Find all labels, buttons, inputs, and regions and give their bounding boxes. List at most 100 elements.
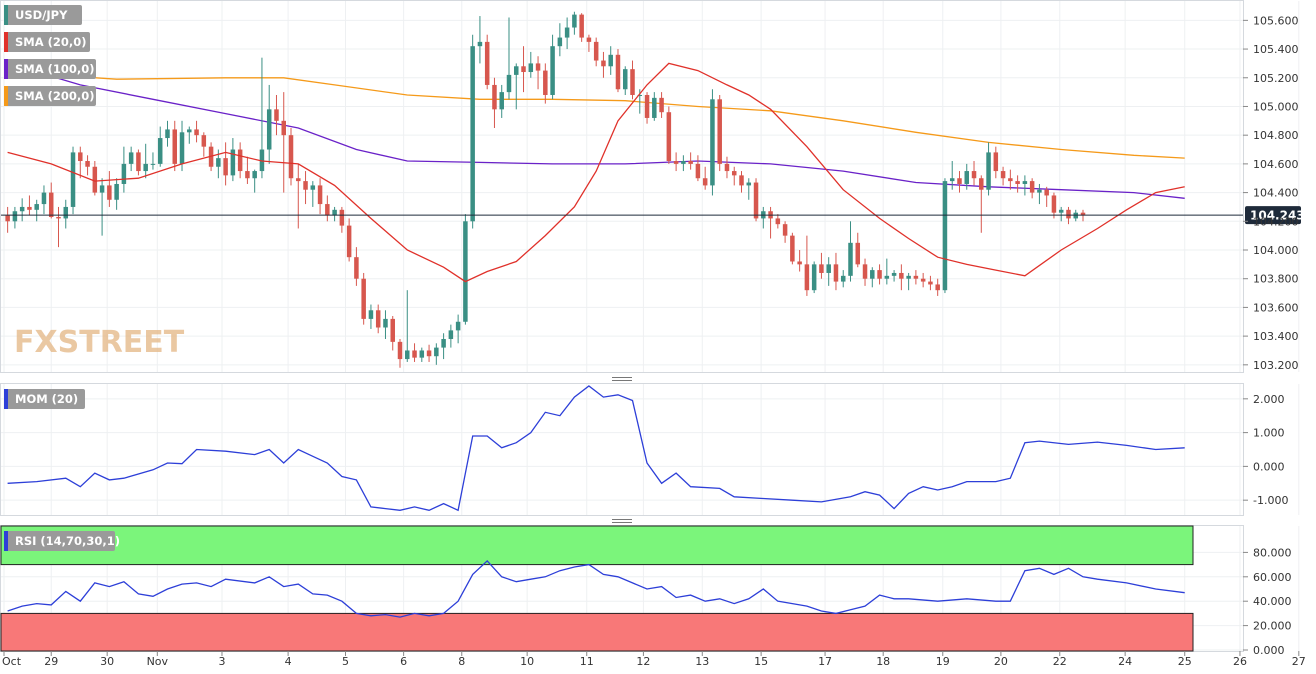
mom-tick-label: 0.000 — [1253, 460, 1285, 473]
mom-axis: 2.000 1.000 0.000 -1.000 — [1243, 393, 1288, 507]
mom-panel-resize-handle[interactable] — [612, 519, 632, 523]
candle-body — [281, 120, 286, 136]
rsi-tick-label: 80.000 — [1253, 546, 1292, 559]
candle-body — [644, 94, 650, 118]
candle-body — [41, 192, 47, 205]
candle — [477, 16, 483, 64]
candle — [790, 232, 795, 265]
candle-body — [622, 69, 628, 90]
time-tick-label: 29 — [44, 655, 58, 668]
candle — [412, 343, 417, 362]
candle-body — [332, 209, 337, 216]
candle — [848, 221, 853, 282]
candle — [920, 272, 926, 288]
candle-body — [1015, 181, 1020, 184]
candle — [150, 152, 156, 170]
candle — [455, 314, 461, 344]
legend-item: SMA (200,0) — [4, 86, 96, 106]
candle-body — [426, 350, 432, 357]
candle-body — [237, 149, 243, 172]
candle — [884, 258, 890, 285]
candle-body — [383, 318, 388, 328]
candle — [979, 175, 984, 233]
candle — [521, 46, 526, 93]
candle-body — [463, 221, 468, 322]
time-tick-label: 19 — [936, 655, 950, 668]
candle-body — [1022, 181, 1028, 184]
candle — [288, 128, 294, 186]
candle-body — [593, 41, 599, 61]
candle-body — [993, 152, 999, 172]
last-price-tag: 104.243 — [1245, 206, 1305, 225]
candle — [819, 252, 824, 279]
candle — [899, 264, 904, 291]
candle-body — [412, 350, 417, 358]
candle-body — [724, 163, 730, 172]
legend-swatch — [4, 59, 8, 79]
candle — [702, 166, 708, 190]
candle — [913, 270, 919, 285]
candle-body — [942, 181, 948, 291]
legend-label: SMA (200,0) — [15, 89, 95, 103]
candle-body — [521, 66, 526, 73]
candle — [811, 261, 817, 294]
candle-body — [935, 284, 940, 291]
legend-swatch — [4, 86, 8, 106]
mom-tick-label: -1.000 — [1253, 494, 1288, 507]
candle-body — [317, 185, 323, 205]
candle — [397, 338, 403, 368]
candle — [688, 152, 693, 170]
candle — [419, 347, 425, 362]
candle — [12, 206, 18, 229]
candle — [877, 264, 882, 285]
candle-body — [172, 129, 178, 164]
candle — [107, 171, 112, 207]
candle-body — [274, 109, 279, 121]
candle — [506, 17, 512, 100]
candle-body — [1044, 189, 1049, 196]
price-panel-resize-handle[interactable] — [612, 377, 632, 381]
price-tick-label: 104.800 — [1253, 129, 1299, 142]
price-tick-label: 104.000 — [1253, 244, 1299, 257]
candle — [136, 149, 141, 176]
candle — [172, 120, 178, 172]
candle-body — [913, 275, 919, 279]
candle — [870, 267, 875, 288]
candle-body — [143, 163, 148, 172]
candle — [1000, 166, 1006, 186]
candle-body — [56, 216, 61, 219]
candle-body — [601, 60, 606, 67]
candle-body — [150, 163, 156, 165]
candle — [448, 324, 454, 348]
candle — [586, 34, 592, 52]
candle — [768, 206, 773, 239]
rsi-legend: RSI (14,70,30,1) — [4, 531, 120, 551]
candle — [165, 120, 170, 147]
candle — [187, 126, 192, 144]
candle — [194, 120, 199, 143]
candle — [426, 344, 432, 362]
mom-gridlines — [1, 398, 1243, 501]
candle — [143, 143, 148, 179]
candle-body — [637, 94, 643, 96]
candle-body — [448, 330, 454, 339]
candle — [1022, 175, 1028, 196]
time-tick-label: 4 — [285, 655, 292, 668]
time-tick-label: Oct — [2, 655, 22, 668]
candle — [317, 178, 323, 215]
candle — [528, 51, 534, 78]
rsi-oversold-band — [0, 612, 1194, 652]
candle-body — [615, 54, 621, 90]
mom-tick-label: 2.000 — [1253, 393, 1285, 406]
candle-body — [484, 41, 490, 85]
candle-body — [1066, 209, 1071, 219]
candle-body — [63, 206, 69, 219]
time-tick-label: 15 — [754, 655, 768, 668]
candle — [179, 120, 185, 172]
price-tick-label: 105.400 — [1253, 43, 1299, 56]
candle-body — [296, 178, 301, 182]
candle — [593, 37, 599, 67]
candle — [274, 94, 279, 136]
candle-body — [514, 66, 519, 75]
